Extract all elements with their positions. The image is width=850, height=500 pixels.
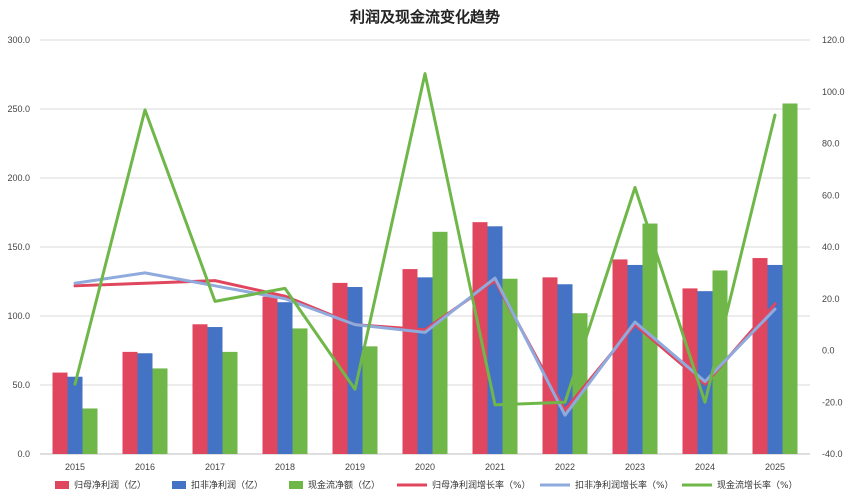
- y-right-tick-label: 100.0: [822, 87, 845, 97]
- y-right-tick-label: 120.0: [822, 35, 845, 45]
- legend-swatch: [172, 481, 186, 489]
- bar: [697, 291, 713, 454]
- legend-label: 扣非净利润增长率（%）: [575, 479, 674, 491]
- y-left-tick-label: 0.0: [17, 449, 30, 459]
- bar: [502, 278, 518, 454]
- x-tick-label: 2018: [275, 462, 295, 472]
- bar: [292, 328, 308, 454]
- x-tick-label: 2022: [555, 462, 575, 472]
- bar: [152, 368, 168, 454]
- legend-label: 归母净利润增长率（%）: [432, 479, 531, 491]
- bar: [782, 103, 798, 454]
- x-tick-label: 2015: [65, 462, 85, 472]
- bar: [612, 259, 628, 454]
- bar: [362, 346, 378, 454]
- legend: 归母净利润（亿） 扣非净利润（亿） 现金流净额（亿） 归母净利润增长率（%） 扣非净利润…: [55, 479, 798, 491]
- x-tick-label: 2025: [765, 462, 785, 472]
- y-right-tick-label: 60.0: [822, 190, 840, 200]
- bar: [347, 287, 363, 454]
- legend-swatch: [289, 481, 303, 489]
- y-right-tick-label: 40.0: [822, 242, 840, 252]
- x-tick-label: 2020: [415, 462, 435, 472]
- legend-label: 归母净利润（亿）: [74, 479, 146, 491]
- bar: [432, 231, 448, 454]
- x-tick-label: 2017: [205, 462, 225, 472]
- x-tick-label: 2023: [625, 462, 645, 472]
- bar: [277, 302, 293, 454]
- x-tick-label: 2024: [695, 462, 715, 472]
- legend-label: 扣非净利润（亿）: [191, 479, 263, 491]
- bar: [542, 277, 558, 454]
- y-left-tick-label: 150.0: [7, 242, 30, 252]
- y-left-tick-label: 300.0: [7, 35, 30, 45]
- bar: [417, 277, 433, 454]
- bar: [557, 284, 573, 454]
- bar-layer: [52, 103, 798, 454]
- bar: [262, 296, 278, 454]
- legend-label: 现金流增长率（%）: [717, 479, 798, 491]
- bar: [67, 376, 83, 454]
- x-tick-label: 2016: [135, 462, 155, 472]
- x-tick-label: 2019: [345, 462, 365, 472]
- bar: [192, 324, 208, 454]
- y-left-tick-label: 250.0: [7, 104, 30, 114]
- bar: [752, 258, 768, 454]
- y-right-tick-label: -20.0: [822, 397, 843, 407]
- y-right-tick-label: -40.0: [822, 449, 843, 459]
- y-left-tick-label: 200.0: [7, 173, 30, 183]
- y-right-tick-label: 0.0: [822, 346, 835, 356]
- line-layer: [73, 72, 777, 417]
- bar: [402, 269, 418, 454]
- bar: [137, 353, 153, 454]
- y-left-tick-label: 50.0: [12, 380, 30, 390]
- series-line: [73, 72, 777, 407]
- bar: [767, 264, 783, 454]
- bar: [712, 270, 728, 454]
- bar: [122, 351, 138, 454]
- y-left-tick-label: 100.0: [7, 311, 30, 321]
- bar: [82, 408, 98, 454]
- bar: [207, 327, 223, 454]
- legend-label: 现金流净额（亿）: [308, 479, 380, 491]
- bar: [627, 264, 643, 454]
- chart-title: 利润及现金流变化趋势: [350, 8, 500, 26]
- bar: [52, 372, 68, 454]
- legend-swatch: [55, 481, 69, 489]
- y-right-tick-label: 80.0: [822, 139, 840, 149]
- series-line: [73, 271, 777, 417]
- bar: [487, 226, 503, 454]
- x-tick-label: 2021: [485, 462, 505, 472]
- bar: [222, 351, 238, 454]
- y-right-tick-label: 20.0: [822, 294, 840, 304]
